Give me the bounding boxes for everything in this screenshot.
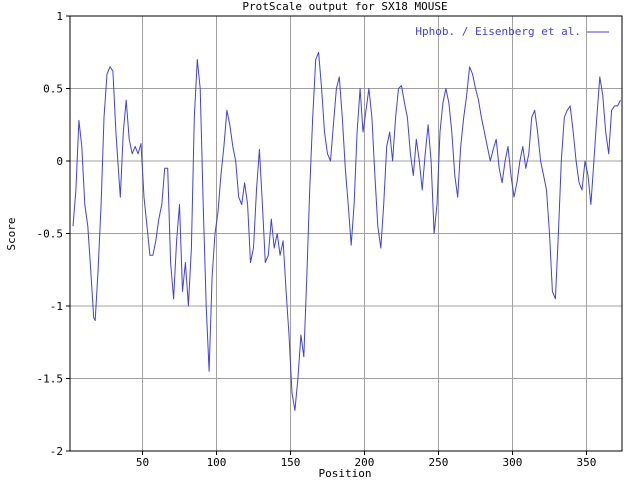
x-tick-label-2: 150 — [281, 456, 301, 469]
legend: Hphob. / Eisenberg et al. — [415, 25, 609, 38]
x-tick-label-0: 50 — [136, 456, 149, 469]
series-layer — [72, 51, 621, 411]
x-tick-label-4: 250 — [429, 456, 449, 469]
y-axis-title: Score — [5, 217, 18, 250]
x-tick-label-6: 350 — [577, 456, 597, 469]
x-tick-label-3: 200 — [355, 456, 375, 469]
x-tick-label-1: 100 — [207, 456, 227, 469]
x-tick-label-5: 300 — [503, 456, 523, 469]
series-line-0 — [72, 51, 621, 411]
chart-title: ProtScale output for SX18 MOUSE — [242, 0, 447, 13]
y-tick-label-4: 0 — [56, 155, 63, 168]
y-tick-label-6: 1 — [56, 10, 63, 23]
y-tick-label-3: -0.5 — [37, 228, 64, 241]
y-tick-label-0: -2 — [50, 445, 63, 458]
y-tick-label-1: -1.5 — [37, 373, 64, 386]
y-tick-labels: -2 -1.5 -1 -0.5 0 0.5 1 — [37, 10, 64, 458]
grid-lines — [70, 16, 622, 451]
y-tick-label-5: 0.5 — [43, 83, 63, 96]
y-tick-label-2: -1 — [50, 300, 63, 313]
x-axis-title: Position — [319, 467, 372, 480]
x-tick-labels: 50 100 150 200 250 300 350 — [136, 456, 597, 469]
legend-label-0: Hphob. / Eisenberg et al. — [415, 25, 581, 38]
axis-ticks — [66, 15, 587, 455]
